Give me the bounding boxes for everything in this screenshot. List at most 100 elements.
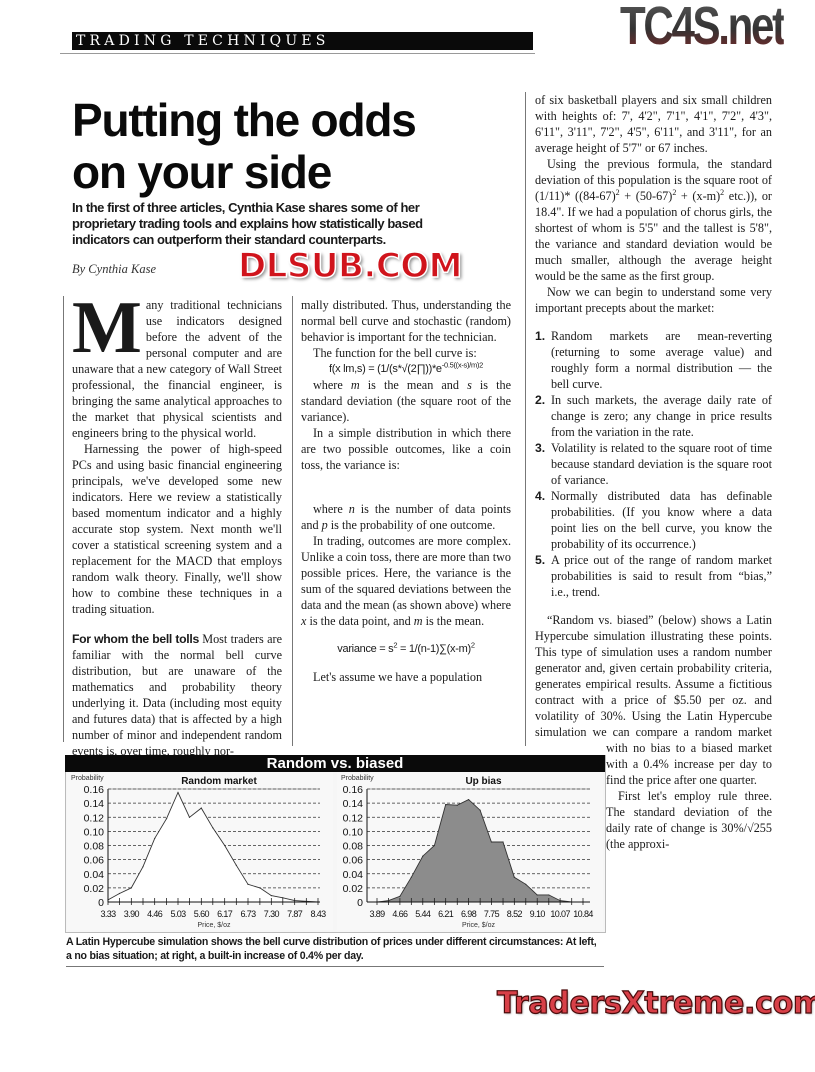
text: + (x-m) [676, 189, 721, 203]
paragraph: Harnessing the power of high-speed PCs a… [72, 442, 282, 616]
data-point [130, 887, 132, 889]
list-item: 4. Normally distributed data has definabl… [535, 488, 772, 552]
var: s [467, 378, 472, 392]
list-number: 2. [535, 393, 546, 407]
list-item: 3. Volatility is related to the square ro… [535, 440, 772, 488]
paragraph: The function for the bell curve is: [313, 346, 477, 360]
x-axis-label: Price, $/oz [462, 922, 496, 929]
y-tick-label: 0.06 [343, 855, 364, 867]
x-tick-label: 7.30 [264, 909, 280, 919]
data-point [456, 804, 458, 806]
y-tick-label: 0.16 [84, 784, 105, 796]
text: In trading, outcomes are more complex. U… [301, 534, 511, 612]
x-tick-label: 7.87 [287, 909, 303, 919]
list-text: A price out of the range of random marke… [551, 553, 772, 599]
list-text: Normally distributed data has definable … [551, 489, 772, 551]
hidden-formula-space [301, 473, 511, 501]
list-item: 5. A price out of the range of random mar… [535, 552, 772, 600]
list-text: Volatility is related to the square root… [551, 441, 772, 487]
paragraph: Now we can begin to understand some very… [535, 285, 772, 315]
random-market-chart: Probability Random market 0 0.02 0.04 0.06 0.0… [67, 772, 333, 930]
var: n [348, 502, 355, 516]
text: is the probability of one outcome. [327, 518, 496, 532]
paragraph-text: results. Assume a fictitious contract wi… [535, 677, 773, 787]
column-rule-middle [292, 296, 293, 746]
text: + (50-67) [619, 189, 673, 203]
data-point [502, 841, 504, 843]
x-tick-label: 4.66 [392, 909, 408, 919]
formula-text: = 1/(n-1)∑(x-m) [397, 643, 471, 655]
y-tick-label: 0.14 [84, 798, 105, 810]
article-deck: In the first of three articles, Cynthia … [72, 200, 423, 247]
paragraph-text: “Random vs. biased” (below) shows a Lati… [535, 613, 772, 691]
data-point [536, 894, 538, 896]
data-point [513, 876, 515, 878]
x-tick-label: 10.84 [573, 909, 593, 919]
section-header-bar [72, 32, 533, 50]
x-tick-label: 6.21 [438, 909, 454, 919]
data-point [525, 883, 527, 885]
x-tick-label: 4.46 [147, 909, 163, 919]
y-tick-label: 0 [98, 897, 104, 909]
column-rule-left [63, 296, 64, 742]
data-point [270, 895, 272, 897]
formula-text: f(x lm,s) = (1/(s*√(2∏))*e [329, 363, 442, 375]
x-tick-label: 5.03 [170, 909, 186, 919]
y-tick-label: 0.08 [84, 841, 105, 853]
paragraph: In trading, outcomes are more complex. U… [301, 533, 511, 629]
paragraph: where n is the number of data points and… [301, 501, 511, 533]
paragraph: “Random vs. biased” (below) shows a Lati… [535, 612, 772, 788]
x-tick-label: 6.17 [217, 909, 233, 919]
data-point [177, 791, 179, 794]
y-tick-label: 0.08 [343, 841, 364, 853]
data-point [548, 894, 550, 896]
data-point [188, 816, 191, 818]
chart-title: Up bias [465, 776, 502, 787]
drop-cap: M [72, 287, 142, 369]
x-tick-label: 3.90 [124, 909, 140, 919]
precepts-list: 1. Random markets are mean-reverting (ret… [535, 328, 772, 600]
column-rule-right [525, 92, 526, 746]
y-axis-label: Probability [341, 775, 374, 782]
y-tick-label: 0.10 [343, 826, 364, 838]
data-point [235, 864, 237, 866]
list-item: 2. In such markets, the average daily rat… [535, 392, 772, 440]
data-point [224, 844, 226, 847]
var: m [350, 378, 360, 392]
data-point [467, 798, 470, 801]
figure-caption: A Latin Hypercube simulation shows the b… [66, 936, 597, 962]
y-tick-label: 0.02 [84, 883, 105, 895]
middle-column: mally distributed. Thus, understanding t… [301, 297, 511, 685]
list-number: 1. [535, 329, 546, 343]
paragraph: of six basketball players and six small … [535, 93, 772, 155]
paragraph: Using the previous formula, the standard… [535, 156, 772, 284]
text: is the mean. [422, 614, 485, 628]
right-column: of six basketball players and six small … [535, 92, 772, 1072]
paragraph: In a simple distribution in which there … [301, 426, 511, 472]
x-tick-label: 7.75 [484, 909, 500, 919]
up-bias-area [376, 799, 583, 903]
data-point [247, 883, 249, 885]
paragraph: mally distributed. Thus, understanding t… [301, 298, 511, 344]
y-tick-label: 0 [357, 897, 363, 909]
data-point [410, 876, 412, 878]
paragraph: Let's assume we have a population [313, 670, 483, 684]
text: is the number of data points and [301, 502, 512, 532]
paragraph: First let's employ rule three. The stand… [606, 789, 772, 851]
x-tick-label: 10.07 [550, 909, 570, 919]
var: p [321, 518, 328, 532]
x-axis-label: Price, $/oz [197, 922, 231, 929]
y-tick-label: 0.12 [343, 812, 364, 824]
list-text: In such markets, the average daily rate … [551, 393, 772, 439]
sup: 2 [672, 187, 677, 197]
y-tick-label: 0.12 [84, 812, 105, 824]
list-number: 4. [535, 489, 546, 503]
formula-exponent: -0.5((x-s)/m)2 [441, 360, 484, 370]
x-tick-label: 8.52 [507, 909, 523, 919]
text: where [313, 378, 351, 392]
x-tick-label: 5.44 [415, 909, 431, 919]
title-line-1: Putting the odds [72, 94, 417, 146]
header-rule [60, 53, 535, 54]
data-point [165, 818, 168, 820]
